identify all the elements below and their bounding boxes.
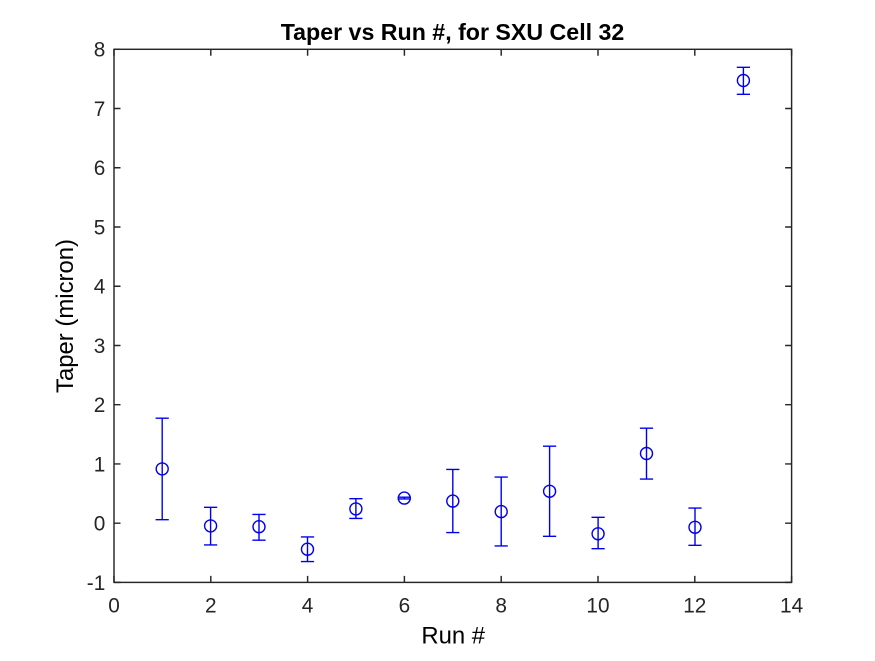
svg-text:4: 4 <box>302 595 314 618</box>
svg-text:2: 2 <box>205 595 217 618</box>
svg-text:-1: -1 <box>87 572 106 595</box>
svg-text:8: 8 <box>94 39 106 62</box>
svg-text:Taper vs Run #, for SXU Cell 3: Taper vs Run #, for SXU Cell 32 <box>281 19 625 45</box>
svg-text:6: 6 <box>94 157 106 180</box>
svg-text:8: 8 <box>495 595 507 618</box>
svg-text:6: 6 <box>399 595 411 618</box>
svg-text:5: 5 <box>94 216 106 239</box>
svg-text:14: 14 <box>780 595 803 618</box>
svg-text:12: 12 <box>683 595 706 618</box>
svg-text:0: 0 <box>108 595 120 618</box>
svg-text:7: 7 <box>94 98 106 121</box>
svg-text:0: 0 <box>94 513 106 536</box>
svg-text:Taper (micron): Taper (micron) <box>52 239 79 393</box>
svg-text:4: 4 <box>94 276 106 299</box>
svg-text:1: 1 <box>94 453 106 476</box>
svg-text:3: 3 <box>94 335 106 358</box>
svg-text:2: 2 <box>94 394 106 417</box>
svg-text:10: 10 <box>586 595 609 618</box>
svg-text:Run #: Run # <box>421 623 485 650</box>
